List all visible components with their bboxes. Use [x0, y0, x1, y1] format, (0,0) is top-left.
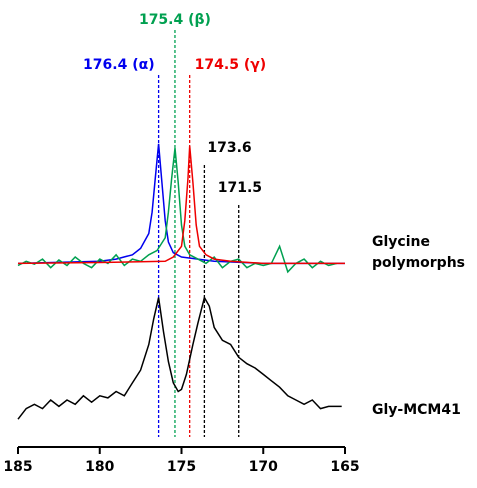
spectrum-line [17, 145, 345, 265]
reference-label: 174.5 (γ) [195, 57, 266, 73]
x-tick-label: 165 [330, 459, 359, 475]
x-tick-label: 170 [249, 459, 278, 475]
reference-label: 171.5 [218, 180, 262, 196]
x-tick-label: 185 [3, 459, 32, 475]
side-label: Glycine [372, 234, 430, 250]
x-tick-label: 180 [85, 459, 114, 475]
spectrum-line [17, 148, 337, 274]
spectrum-line [17, 295, 342, 420]
side-label: Gly-MCM41 [372, 402, 461, 418]
x-tick-label: 175 [167, 459, 196, 475]
reference-label: 173.6 [207, 140, 251, 156]
reference-label: 176.4 (α) [83, 57, 155, 73]
reference-label: 175.4 (β) [139, 12, 211, 28]
side-label: polymorphs [372, 255, 465, 271]
